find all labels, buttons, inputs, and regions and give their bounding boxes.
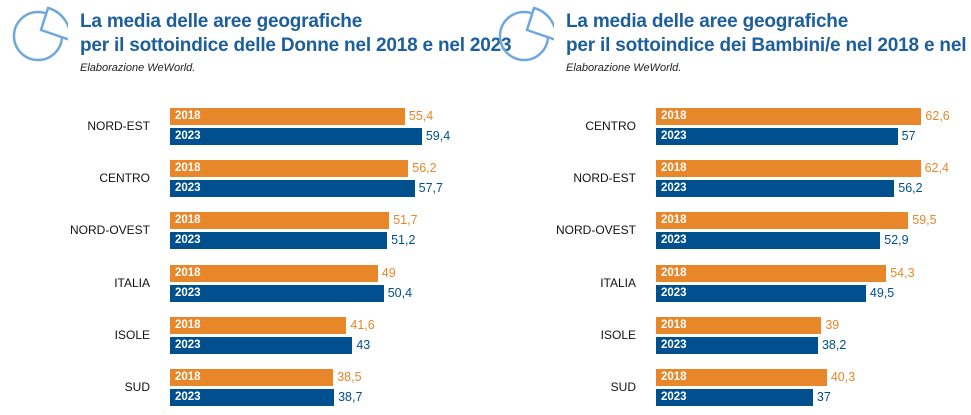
bar-2023: 2023 <box>656 128 898 145</box>
chart-title: La media delle aree geografiche per il so… <box>80 11 512 56</box>
bar-2023: 2023 <box>170 232 388 250</box>
bar-2018: 2018 <box>170 264 378 282</box>
data-label: 57 <box>901 129 916 143</box>
category-label: ITALIA <box>600 275 636 290</box>
category-label: ISOLE <box>114 327 150 342</box>
pie-chart-logo-icon <box>12 6 68 62</box>
data-label: 54,3 <box>890 265 915 280</box>
category-label: ISOLE <box>600 327 636 342</box>
data-label: 40,3 <box>830 370 856 384</box>
category-label: CENTRO <box>585 119 636 133</box>
data-label: 52,9 <box>884 233 909 248</box>
category-label: CENTRO <box>99 171 150 186</box>
bar-2018: 2018 <box>170 160 409 178</box>
bar-2018: 2018 <box>656 316 822 334</box>
bar-2018: 2018 <box>656 264 887 282</box>
category-label: SUD <box>610 380 636 394</box>
data-label: 51,2 <box>391 233 416 248</box>
data-label: 57,7 <box>418 181 443 196</box>
data-label: 49,5 <box>869 285 895 300</box>
pie-chart-logo-icon <box>498 6 554 62</box>
bar-2023: 2023 <box>656 180 895 198</box>
data-label: 55,4 <box>408 109 434 123</box>
bar-2018: 2018 <box>656 212 909 230</box>
bar-2023: 2023 <box>170 389 335 406</box>
bar-2023: 2023 <box>170 128 422 145</box>
bar-2023: 2023 <box>656 336 818 354</box>
bar-2023: 2023 <box>656 389 813 406</box>
chart-bambini: La media delle aree geografiche per il so… <box>486 0 971 415</box>
data-label: 59,5 <box>912 213 937 228</box>
category-label: SUD <box>124 380 150 394</box>
data-label: 49 <box>381 265 396 280</box>
data-label: 43 <box>356 337 371 352</box>
category-label: NORD-EST <box>573 171 636 186</box>
data-label: 39 <box>825 317 840 332</box>
bar-2023: 2023 <box>656 232 881 250</box>
data-label: 59,4 <box>425 129 451 143</box>
bar-2023: 2023 <box>170 336 353 354</box>
data-label: 56,2 <box>898 181 923 196</box>
data-label: 50,4 <box>387 285 413 300</box>
chart-donne: La media delle aree geografiche per il so… <box>12 6 512 406</box>
bar-2023: 2023 <box>656 284 866 302</box>
bar-2018: 2018 <box>656 160 921 178</box>
category-label: NORD-EST <box>87 119 150 133</box>
bar-2018: 2018 <box>170 369 334 386</box>
data-label: 38,5 <box>337 370 362 384</box>
chart-subtitle: Elaborazione WeWorld. <box>566 62 682 74</box>
data-label: 62,4 <box>924 161 949 176</box>
category-label: NORD-OVEST <box>69 223 150 238</box>
data-label: 38,2 <box>821 337 847 352</box>
data-label: 51,7 <box>393 213 418 228</box>
bar-2018: 2018 <box>170 212 390 230</box>
data-label: 38,7 <box>338 390 363 404</box>
bar-2018: 2018 <box>656 108 922 125</box>
data-label: 41,6 <box>350 317 375 332</box>
data-label: 62,6 <box>925 109 950 123</box>
bar-2023: 2023 <box>170 180 415 198</box>
bar-2018: 2018 <box>656 369 827 386</box>
category-label: ITALIA <box>114 275 150 290</box>
data-label: 56,2 <box>412 161 437 176</box>
bar-2023: 2023 <box>170 284 384 302</box>
bar-2018: 2018 <box>170 108 405 125</box>
category-label: NORD-OVEST <box>555 223 636 238</box>
chart-title: La media delle aree geografiche per il so… <box>566 11 971 56</box>
data-label: 37 <box>816 390 831 404</box>
chart-subtitle: Elaborazione WeWorld. <box>80 62 196 74</box>
bar-2018: 2018 <box>170 316 347 334</box>
